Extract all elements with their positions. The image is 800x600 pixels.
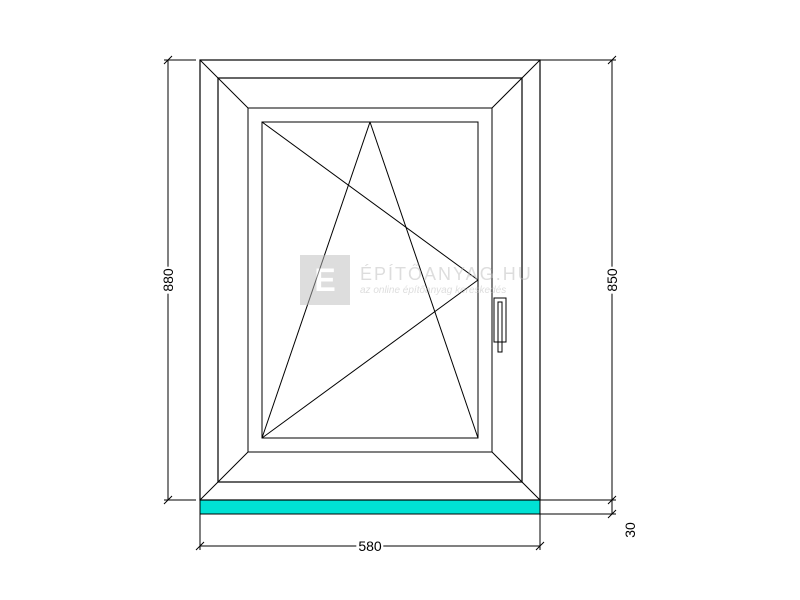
watermark-text-block: ÉPÍTŐANYAG.HU az online építőanyag keres…	[360, 264, 533, 296]
watermark-title: ÉPÍTŐANYAG.HU	[360, 264, 533, 285]
dimension-label-height-left: 880	[160, 266, 176, 293]
dimension-label-sill: 30	[622, 520, 638, 540]
watermark-subtitle: az online építőanyag kereskedés	[360, 285, 533, 296]
watermark-logo-letter: E	[314, 262, 335, 299]
dimension-label-height-right: 850	[604, 266, 620, 293]
watermark: E ÉPÍTŐANYAG.HU az online építőanyag ker…	[300, 255, 533, 305]
watermark-logo-icon: E	[300, 255, 350, 305]
dimension-label-width: 580	[356, 538, 383, 554]
diagram-canvas: E ÉPÍTŐANYAG.HU az online építőanyag ker…	[0, 0, 800, 600]
